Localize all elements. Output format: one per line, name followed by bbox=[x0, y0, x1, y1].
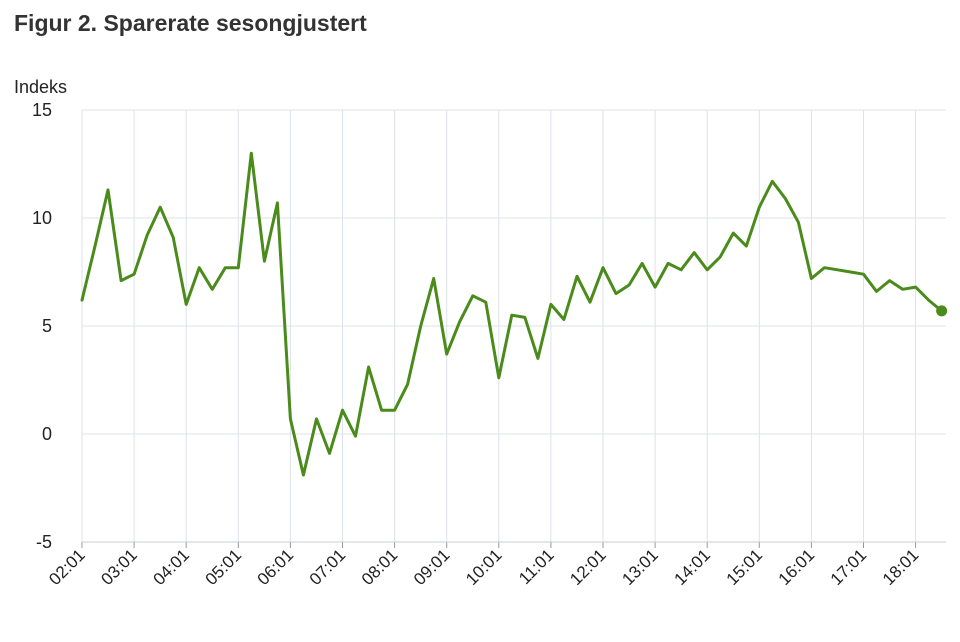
plot-area bbox=[80, 151, 948, 477]
y-tick-label: 10 bbox=[32, 208, 52, 228]
x-tick-label: 07:01 bbox=[306, 545, 350, 589]
y-tick-label: -5 bbox=[36, 532, 52, 552]
y-axis-label: Indeks bbox=[14, 77, 67, 97]
x-tick-label: 17:01 bbox=[827, 545, 871, 589]
x-tick-label: 04:01 bbox=[150, 545, 194, 589]
x-tick-label: 03:01 bbox=[97, 545, 141, 589]
x-tick-label: 05:01 bbox=[202, 545, 246, 589]
series-end-point bbox=[936, 305, 948, 317]
y-tick-label: 15 bbox=[32, 100, 52, 120]
x-tick-label: 12:01 bbox=[566, 545, 610, 589]
x-axis: 02:01 03:01 04:01 05:01 06:01 07:01 08:01 09:01… bbox=[45, 541, 946, 589]
y-tick-label: 5 bbox=[42, 316, 52, 336]
x-tick-label: 18:01 bbox=[879, 545, 923, 589]
series-line bbox=[80, 151, 944, 477]
x-tick-label: 15:01 bbox=[723, 545, 767, 589]
x-tick-label: 06:01 bbox=[254, 545, 298, 589]
x-tick-label: 10:01 bbox=[462, 545, 506, 589]
x-tick-label: 16:01 bbox=[775, 545, 819, 589]
y-tick-label: 0 bbox=[42, 424, 52, 444]
y-axis: Indeks -5 0 5 10 15 bbox=[14, 77, 67, 552]
chart-title: Figur 2. Sparerate sesongjustert bbox=[14, 10, 367, 36]
grid bbox=[81, 109, 946, 543]
x-tick-label: 14:01 bbox=[671, 545, 715, 589]
x-tick-label: 09:01 bbox=[410, 545, 454, 589]
x-tick-label: 08:01 bbox=[358, 545, 402, 589]
x-tick-label: 11:01 bbox=[515, 545, 558, 588]
x-tick-label: 13:01 bbox=[618, 545, 662, 589]
